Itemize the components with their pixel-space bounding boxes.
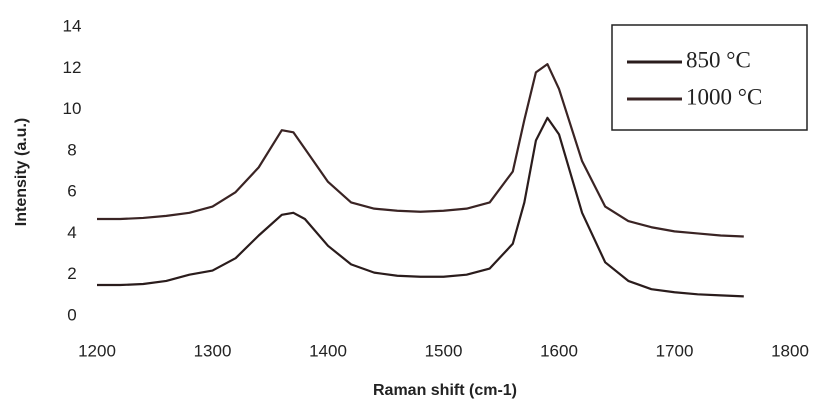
- x-tick-label: 1300: [194, 341, 232, 360]
- x-tick-label: 1700: [656, 341, 694, 360]
- y-tick-label: 6: [67, 182, 76, 201]
- data-line: [97, 118, 744, 297]
- legend-label: 850 °C: [686, 47, 751, 72]
- x-tick-label: 1500: [425, 341, 463, 360]
- y-tick-label: 4: [67, 223, 76, 242]
- page: Raman shift (cm-1) Intensity (a.u.) 0 2 4 6…: [0, 0, 823, 407]
- legend-label: 1000 °C: [686, 84, 762, 109]
- x-tick-label: 1600: [540, 341, 578, 360]
- y-tick-label: 10: [63, 99, 82, 118]
- x-tick-label: 1800: [771, 341, 809, 360]
- y-tick-label: 14: [63, 16, 82, 35]
- y-axis-label: Intensity (a.u.): [13, 118, 30, 226]
- y-tick-label: 8: [67, 140, 76, 159]
- legend-box: [612, 25, 807, 130]
- x-tick-label: 1400: [309, 341, 347, 360]
- y-tick-label: 0: [67, 305, 76, 324]
- chart: Raman shift (cm-1) Intensity (a.u.) 0 2 4 6…: [0, 0, 823, 407]
- y-tick-label: 12: [63, 58, 82, 77]
- x-axis-label: Raman shift (cm-1): [373, 382, 517, 399]
- x-tick-label: 1200: [78, 341, 116, 360]
- y-tick-label: 2: [67, 264, 76, 283]
